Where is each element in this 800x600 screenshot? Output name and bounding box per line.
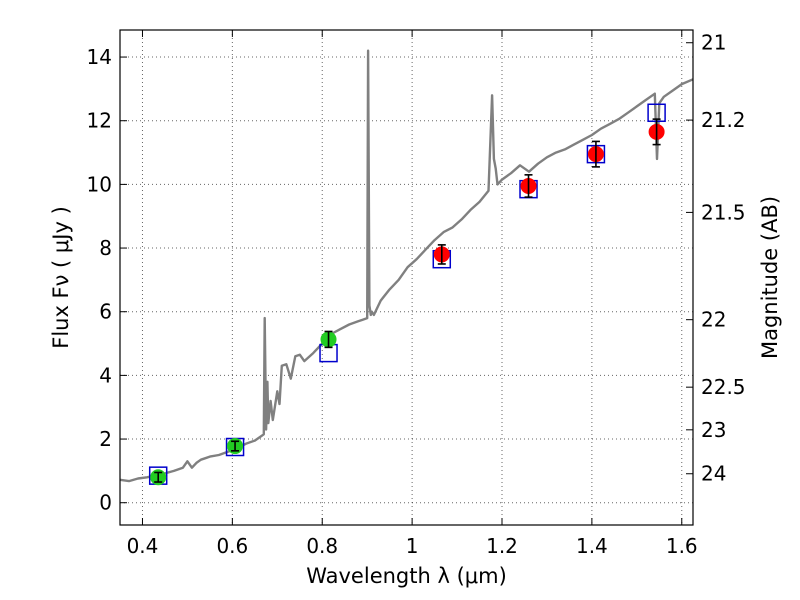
y-axis-label-right: Magnitude (AB) [758,196,782,359]
x-tick-label: 1 [406,534,419,558]
x-tick-label: 1.4 [576,534,608,558]
grid [120,30,693,525]
right-tick-label: 22.5 [701,375,746,399]
x-tick-label: 0.8 [306,534,338,558]
y-tick-label: 6 [99,300,112,324]
x-axis-label: Wavelength λ (μm) [306,564,507,588]
y-tick-label: 8 [99,236,112,260]
right-tick-label: 22 [701,308,726,332]
y-tick-label: 12 [87,109,112,133]
y-tick-label: 4 [99,363,112,387]
ticks-layer: 0.4 0.6 0.8 1 1.2 1.4 1.6024681012142121.221.5… [87,30,746,558]
right-tick-label: 23 [701,418,726,442]
right-tick-label: 24 [701,462,726,486]
spectrum-layer [119,49,694,483]
spectrum-line [119,49,694,483]
x-tick-label: 1.2 [486,534,518,558]
x-tick-label: 1.6 [666,534,698,558]
x-tick-label: 0.6 [216,534,248,558]
points-layer [148,103,666,486]
y-tick-label: 0 [99,491,112,515]
y-axis-label: Flux Fν ( μJy ) [49,206,73,349]
plot-frame [119,29,694,526]
y-tick-label: 2 [99,427,112,451]
y-tick-label: 14 [87,45,112,69]
right-tick-label: 21.2 [701,108,746,132]
right-tick-label: 21.5 [701,200,746,224]
y-tick-label: 10 [87,172,112,196]
right-tick-label: 21 [701,31,726,55]
x-tick-label: 0.4 [127,534,159,558]
